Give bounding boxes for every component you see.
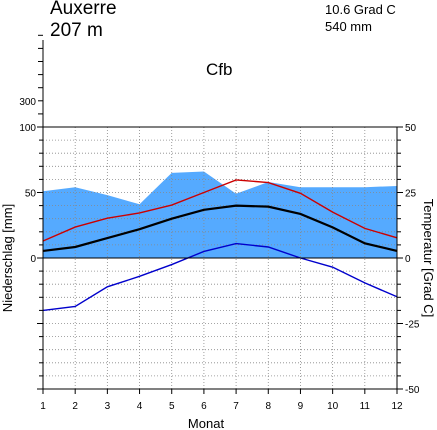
x-tick-label: 11	[360, 401, 371, 412]
x-tick-label: 8	[265, 401, 271, 412]
x-tick-label: 9	[298, 401, 304, 412]
precip-tick-label: 0	[30, 254, 36, 265]
x-tick-label: 4	[137, 401, 143, 412]
precip-tick-label: 100	[19, 123, 36, 134]
x-tick-label: 2	[72, 401, 78, 412]
annual-precipitation: 540 mm	[325, 19, 372, 34]
x-tick-label: 6	[201, 401, 207, 412]
temp_min-line	[42, 242, 398, 312]
climate-class: Cfb	[206, 60, 233, 79]
precip-tick-label: 300	[19, 97, 36, 108]
x-tick-label: 3	[105, 401, 111, 412]
x-tick-label: 1	[40, 401, 46, 412]
precip-tick-label: 50	[25, 189, 37, 200]
left-axis-label: Niederschlag [mm]	[0, 204, 15, 312]
annual-temperature: 10.6 Grad C	[325, 2, 396, 17]
grid-layer	[43, 127, 397, 389]
temp-tick-label: -50	[405, 385, 420, 396]
temp_max-line	[42, 179, 398, 242]
axes	[37, 34, 403, 394]
station-name: Auxerre	[50, 0, 117, 19]
x-tick-label: 12	[391, 401, 403, 412]
precipitation-layer	[43, 171, 397, 258]
x-axis-label: Monat	[188, 416, 225, 430]
temp_mean-line	[42, 204, 398, 253]
temp-tick-label: -25	[405, 320, 420, 331]
x-tick-label: 10	[327, 401, 339, 412]
temp-tick-label: 25	[405, 189, 417, 200]
temp-tick-label: 0	[405, 254, 411, 265]
precipitation-area	[43, 171, 397, 258]
temp-tick-label: 50	[405, 123, 417, 134]
x-tick-label: 7	[233, 401, 239, 412]
station-altitude: 207 m	[50, 20, 103, 41]
x-tick-label: 5	[169, 401, 175, 412]
temperature-lines	[42, 179, 398, 312]
right-axis-label: Temperatur [Grad C]	[421, 199, 436, 318]
